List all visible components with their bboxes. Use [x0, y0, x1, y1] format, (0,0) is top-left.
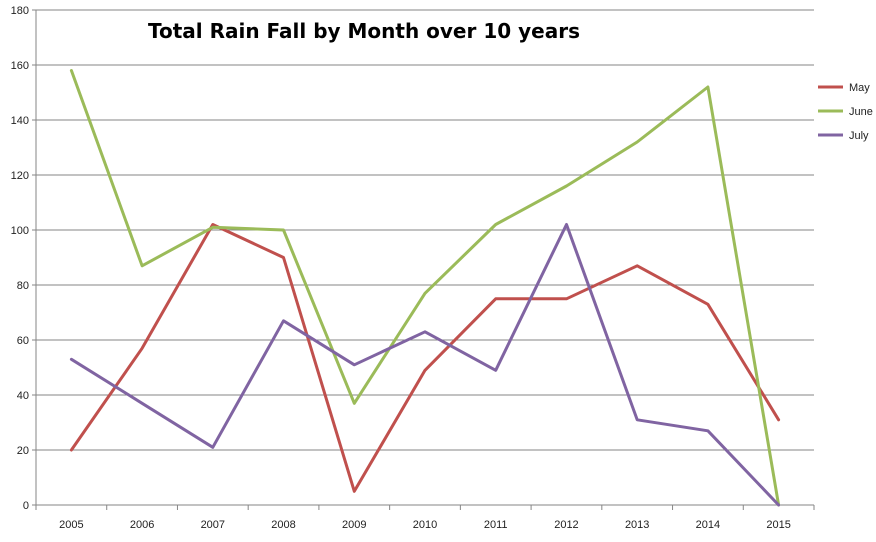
- y-tick-label: 160: [11, 60, 29, 72]
- x-axis-ticks: 2005 2006 2007 2008 2009 2010 2011 2012 2013 2014…: [35, 505, 815, 531]
- x-tick-label: 2005: [59, 519, 83, 531]
- legend: May June July: [818, 82, 873, 142]
- x-tick-label: 2012: [554, 519, 578, 531]
- y-tick-label: 40: [17, 390, 29, 402]
- legend-label-june: June: [849, 106, 873, 118]
- y-tick-label: 120: [11, 170, 29, 182]
- x-tick-label: 2006: [130, 519, 154, 531]
- legend-label-may: May: [849, 82, 870, 94]
- y-axis-ticks: 0 20 40 60 80 100 120 140 160 180: [11, 5, 36, 512]
- chart-title: Total Rain Fall by Month over 10 years: [148, 19, 580, 43]
- y-tick-label: 140: [11, 115, 29, 127]
- axes: [35, 10, 814, 506]
- x-tick-label: 2010: [413, 519, 437, 531]
- series-line-may: [69, 223, 781, 493]
- y-tick-label: 80: [17, 280, 29, 292]
- y-tick-label: 0: [23, 500, 29, 512]
- x-tick-label: 2015: [766, 519, 790, 531]
- legend-label-july: July: [849, 130, 869, 142]
- y-tick-label: 60: [17, 335, 29, 347]
- x-tick-label: 2011: [484, 519, 508, 531]
- y-tick-label: 20: [17, 445, 29, 457]
- series-lines: [69, 69, 781, 507]
- x-tick-label: 2014: [696, 519, 720, 531]
- x-tick-label: 2008: [271, 519, 295, 531]
- x-tick-label: 2013: [625, 519, 649, 531]
- y-tick-label: 180: [11, 5, 29, 17]
- x-tick-label: 2007: [201, 519, 225, 531]
- gridlines: [36, 9, 814, 451]
- x-tick-label: 2009: [342, 519, 366, 531]
- series-line-july: [69, 223, 781, 507]
- series-line-june: [69, 69, 781, 507]
- y-tick-label: 100: [11, 225, 29, 237]
